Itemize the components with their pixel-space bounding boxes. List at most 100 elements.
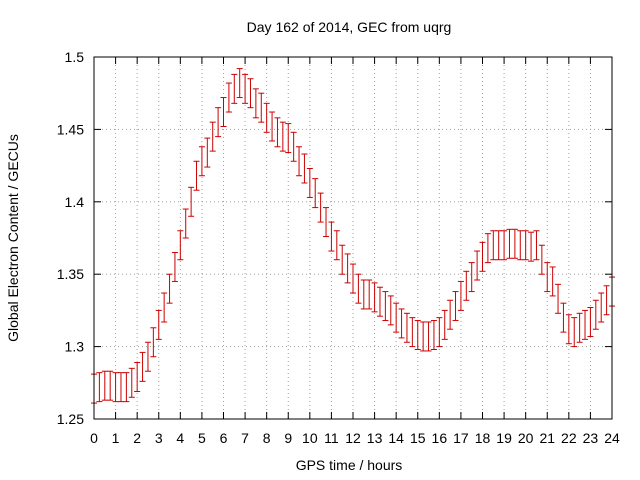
y-tick-label: 1.25	[57, 411, 84, 427]
data-point	[161, 292, 168, 323]
y-tick-label: 1.5	[65, 49, 85, 65]
data-point	[538, 244, 545, 275]
y-tick-label: 1.4	[65, 194, 85, 210]
x-tick-label: 13	[367, 430, 383, 446]
data-point	[107, 370, 114, 401]
chart-title: Day 162 of 2014, GEC from uqrg	[247, 19, 452, 35]
data-point	[323, 207, 330, 238]
data-point	[344, 253, 351, 284]
data-point	[285, 123, 292, 154]
x-tick-label: 21	[539, 430, 555, 446]
x-tick-label: 5	[198, 430, 206, 446]
data-point	[171, 251, 178, 282]
data-point	[474, 250, 481, 281]
data-series	[91, 68, 615, 404]
data-point	[112, 372, 119, 403]
data-point	[96, 372, 103, 403]
data-point	[144, 341, 151, 372]
x-tick-label: 10	[302, 430, 318, 446]
data-point	[204, 137, 211, 168]
x-tick-label: 14	[388, 430, 404, 446]
data-point	[220, 97, 227, 128]
data-point	[150, 327, 157, 358]
x-tick-label: 3	[155, 430, 163, 446]
data-point	[306, 167, 313, 198]
x-tick-label: 7	[241, 430, 249, 446]
data-point	[457, 280, 464, 311]
data-point	[511, 228, 518, 259]
data-point	[371, 282, 378, 313]
data-point	[549, 266, 556, 297]
data-point	[522, 230, 529, 261]
data-point	[263, 102, 270, 133]
data-point	[198, 146, 205, 177]
data-point	[571, 317, 578, 348]
data-point	[495, 230, 502, 261]
y-axis-ticks: 1.25 1.3 1.35 1.4 1.45 1.5	[57, 49, 612, 427]
x-tick-label: 8	[263, 430, 271, 446]
data-point	[328, 221, 335, 252]
x-tick-label: 17	[453, 430, 469, 446]
data-point	[490, 230, 497, 261]
x-tick-label: 24	[604, 430, 620, 446]
x-tick-label: 4	[176, 430, 184, 446]
x-tick-label: 12	[345, 430, 361, 446]
data-point	[177, 230, 184, 261]
x-tick-label: 23	[583, 430, 599, 446]
data-point	[193, 160, 200, 191]
data-point	[296, 146, 303, 177]
data-point	[139, 351, 146, 382]
data-point	[166, 273, 173, 304]
data-point	[242, 73, 249, 104]
x-tick-label: 0	[90, 430, 98, 446]
y-tick-label: 1.45	[57, 121, 84, 137]
data-point	[598, 292, 605, 323]
data-point	[441, 309, 448, 340]
data-point	[312, 178, 319, 209]
data-point	[360, 279, 367, 310]
x-tick-label: 18	[475, 430, 491, 446]
data-point	[409, 317, 416, 348]
x-tick-label: 20	[518, 430, 534, 446]
data-point	[350, 263, 356, 294]
data-point	[387, 295, 394, 326]
data-point	[479, 241, 486, 272]
x-tick-label: 11	[324, 430, 339, 446]
data-point	[209, 121, 216, 152]
x-tick-label: 9	[284, 430, 292, 446]
data-point	[225, 82, 232, 113]
data-point	[468, 262, 475, 293]
data-point	[452, 291, 459, 322]
data-point	[506, 228, 513, 259]
data-point	[447, 299, 454, 330]
x-tick-label: 1	[112, 430, 120, 446]
data-point	[258, 92, 265, 123]
data-point	[582, 309, 589, 340]
data-point	[215, 107, 222, 138]
data-point	[382, 291, 389, 322]
data-point	[544, 262, 551, 293]
x-axis-ticks: 0 1 2 3 4 5 6 7 8 9 10 11 12 13 14 15 16 17 18 19 20 21 22 23 24	[90, 57, 620, 446]
data-point	[484, 233, 491, 264]
y-tick-label: 1.35	[57, 266, 84, 282]
data-point	[134, 362, 141, 392]
data-point	[355, 273, 362, 304]
data-point	[274, 117, 281, 148]
data-point	[393, 302, 400, 333]
data-point	[565, 314, 572, 345]
x-tick-label: 19	[496, 430, 512, 446]
data-point	[101, 370, 108, 401]
y-axis-label: Global Electron Content / GECUs	[5, 134, 21, 342]
x-tick-label: 2	[133, 430, 141, 446]
data-point	[414, 320, 421, 350]
data-point	[576, 312, 583, 343]
x-tick-label: 22	[561, 430, 577, 446]
data-point	[290, 131, 297, 162]
data-point	[366, 279, 373, 310]
data-point	[430, 320, 437, 350]
data-point	[603, 285, 610, 316]
data-point	[123, 372, 130, 403]
data-point	[376, 286, 383, 317]
data-point	[560, 302, 567, 333]
